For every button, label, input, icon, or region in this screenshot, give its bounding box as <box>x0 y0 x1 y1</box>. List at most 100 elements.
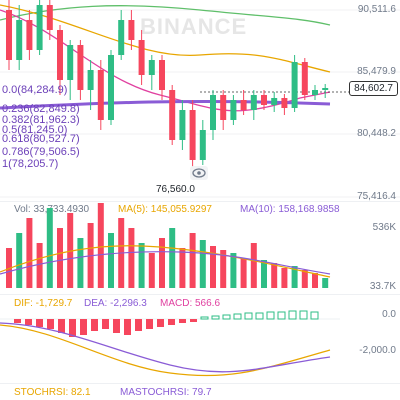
macd-dea-line <box>0 322 331 373</box>
volume-bar <box>108 233 114 288</box>
candle-body <box>281 98 288 108</box>
volume-bar <box>189 233 196 288</box>
volume-bar <box>16 233 23 288</box>
current-price-value: 84,602.7 <box>354 83 393 94</box>
volume-bar <box>312 273 318 288</box>
macd-histogram-bar <box>244 312 253 320</box>
price-pane[interactable]: BINANCE 90,511.6 85,479.9 80,448.2 75,41… <box>0 0 400 202</box>
volume-bar <box>210 246 216 288</box>
candle-body <box>87 70 94 90</box>
stochrsi-pane[interactable]: STOCHRSI: 82.1 MASTOCHRSI: 79.7 <box>0 384 400 400</box>
macd-dif: DIF: -1,729.7 <box>14 298 73 309</box>
macd-histogram-bar <box>288 310 297 320</box>
volume-bar <box>250 243 257 288</box>
candle-body <box>230 100 237 120</box>
price-axis-label: 80,448.2 <box>357 128 396 139</box>
macd-chart[interactable] <box>0 295 400 383</box>
price-axis-label: 85,479.9 <box>357 66 396 77</box>
volume-bar <box>77 238 84 288</box>
price-axis-label: 75,416.4 <box>357 191 396 202</box>
pane-divider <box>0 383 400 384</box>
price-chart[interactable] <box>0 0 400 200</box>
volume-axis-label: 536K <box>372 222 396 233</box>
macd-histogram-bar <box>277 311 286 320</box>
volume-pane[interactable]: Vol: 33,733.4930 MA(5): 145,055.9297 MA(… <box>0 202 400 294</box>
macd-histogram-bar <box>124 319 131 335</box>
macd-histogram-bar <box>255 312 264 320</box>
macd-histogram-bar <box>69 319 76 337</box>
candle-body <box>169 90 176 140</box>
volume-bar <box>57 228 63 288</box>
fib-level-label: 0.236(82,849.8) <box>2 103 80 115</box>
macd-histogram-bar <box>168 319 175 325</box>
volume-bar <box>36 243 43 288</box>
macd-histogram-bar <box>80 319 87 335</box>
macd-histogram-bar <box>266 311 275 320</box>
volume-bar <box>301 270 308 288</box>
volume-bar <box>271 263 278 288</box>
fib-level-label: 0.5(81,245.0) <box>2 124 68 136</box>
macd-axis-label: 0.0 <box>382 309 396 320</box>
pane-divider <box>0 294 400 295</box>
candle-body <box>26 20 33 50</box>
candle-body <box>67 45 74 80</box>
mastochrsi-value: MASTOCHRSI: 79.7 <box>120 387 212 398</box>
fib-level-label: 0.786(79,506.5) <box>2 146 80 158</box>
volume-chart[interactable] <box>0 202 400 294</box>
volume-bar <box>26 218 33 288</box>
candle-body <box>128 20 135 40</box>
macd-histogram-bar <box>113 319 120 333</box>
candle-body <box>36 5 43 50</box>
candle-body <box>179 110 186 140</box>
volume-ma5: MA(5): 145,055.9297 <box>118 204 212 215</box>
volume-bar <box>230 253 237 288</box>
volume-bar <box>128 228 135 288</box>
macd-pane[interactable]: DIF: -1,729.7 DEA: -2,296.3 MACD: 566.6 … <box>0 295 400 383</box>
candle-body <box>312 90 318 95</box>
macd-axis-label: -2,000.0 <box>359 345 396 356</box>
candle-body <box>240 100 247 110</box>
volume-ma5-line <box>0 245 331 278</box>
candle-body <box>77 45 84 90</box>
macd-histogram-bar <box>36 319 43 327</box>
macd-histogram-bar <box>190 319 197 322</box>
current-price-tag: 84,602.7 <box>349 81 398 96</box>
macd-histogram-bar <box>14 319 21 323</box>
ma-line-yellow <box>0 4 331 73</box>
macd-histogram-bar <box>25 319 32 325</box>
volume-ma10: MA(10): 158,168.9858 <box>240 204 340 215</box>
macd-histogram-bar <box>58 319 65 333</box>
candle-body <box>261 95 267 105</box>
pane-divider <box>0 201 400 202</box>
candle-body <box>138 40 145 75</box>
macd-histogram-bar <box>200 316 209 320</box>
candle-body <box>199 130 206 160</box>
candle-body <box>291 62 298 108</box>
macd-histogram-bar <box>157 319 164 327</box>
macd-histogram-bar <box>102 319 109 329</box>
macd-histogram-bar <box>310 311 319 320</box>
candle-body <box>118 20 125 55</box>
volume-bar <box>261 260 267 288</box>
volume-bar <box>179 248 186 288</box>
macd-histogram-bar <box>211 315 220 320</box>
candle-body <box>220 95 227 120</box>
volume-bar <box>148 253 155 288</box>
candle-body <box>210 95 216 130</box>
price-axis-label: 90,511.6 <box>357 4 396 15</box>
candle-body <box>159 60 165 90</box>
low-marker-label: 76,560.0 <box>156 184 195 195</box>
macd-dif-line <box>0 324 331 377</box>
fib-level-label: 0.382(81,962.3) <box>2 114 80 126</box>
volume-bar <box>169 228 176 288</box>
volume-bar <box>240 258 247 288</box>
candle-body <box>322 88 329 90</box>
volume-bar <box>159 238 165 288</box>
volume-bar <box>97 203 104 288</box>
macd-histogram-bar <box>47 319 54 329</box>
candle-body <box>57 30 63 80</box>
candle-body <box>97 70 104 120</box>
volume-bar <box>199 240 206 288</box>
macd-histogram-bar <box>299 310 308 320</box>
eye-icon[interactable] <box>190 166 208 180</box>
